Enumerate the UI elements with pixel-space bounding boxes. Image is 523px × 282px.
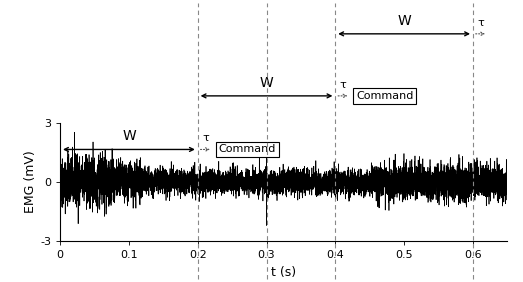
X-axis label: t (s): t (s) bbox=[271, 266, 297, 279]
Text: τ: τ bbox=[477, 18, 484, 28]
Text: Command: Command bbox=[356, 91, 413, 101]
Text: τ: τ bbox=[339, 80, 346, 90]
Text: W: W bbox=[259, 76, 274, 90]
Y-axis label: EMG (mV): EMG (mV) bbox=[25, 151, 37, 213]
Text: Command: Command bbox=[219, 144, 276, 155]
Text: W: W bbox=[122, 129, 136, 143]
Text: W: W bbox=[397, 14, 411, 28]
Text: τ: τ bbox=[202, 133, 209, 143]
